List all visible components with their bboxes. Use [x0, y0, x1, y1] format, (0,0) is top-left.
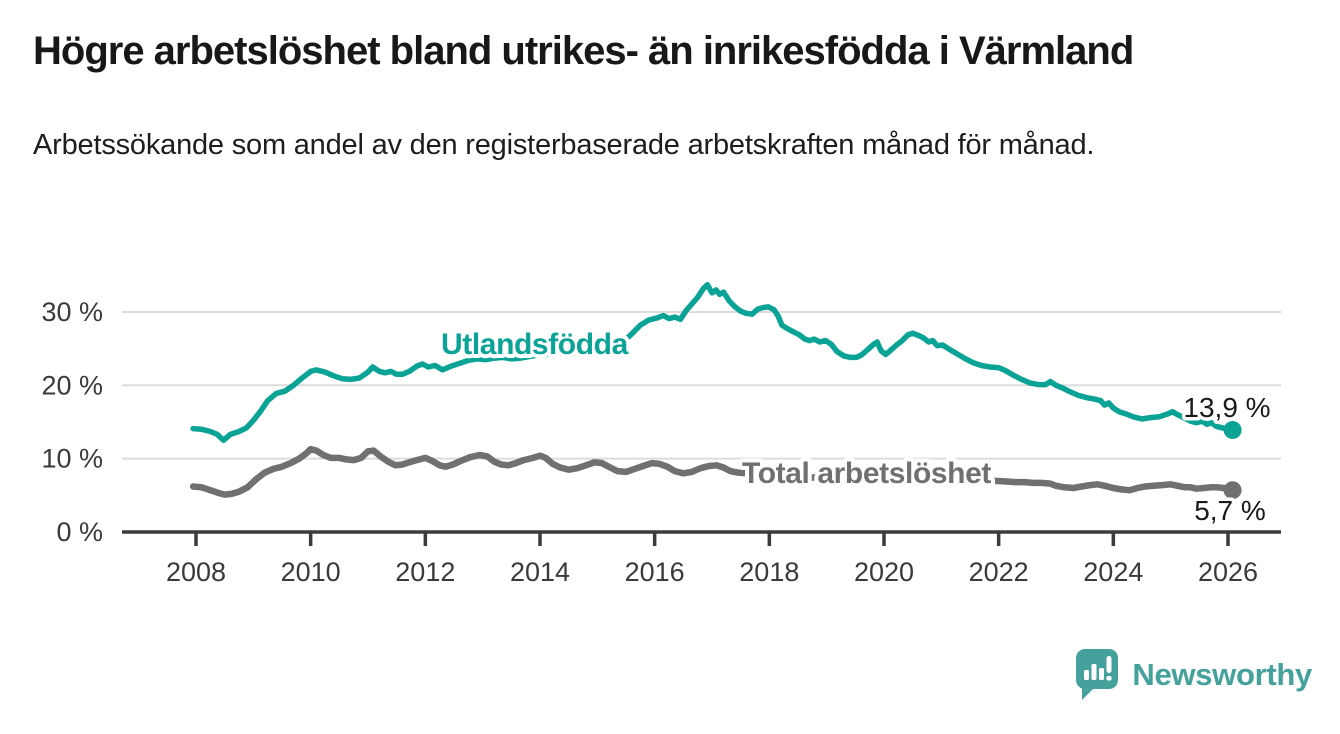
exclamation-dot — [1106, 676, 1112, 681]
chart-area: 0 % 10 % 20 % 30 % 2008 2010 2012 2014 2016 2018… — [0, 240, 1340, 640]
speech-bubble-tail — [1082, 684, 1097, 700]
x-tick-label-2022: 2022 — [969, 557, 1029, 587]
newsworthy-attribution: Newsworthy — [1075, 649, 1312, 700]
series-line-total — [189, 445, 1236, 498]
series-label-total: Total arbetslöshet — [742, 457, 991, 490]
end-value-label-total: 5,7 % — [1194, 495, 1266, 526]
newsworthy-logo-icon — [1076, 649, 1119, 700]
gridlines-group: 0 % 10 % 20 % 30 % — [41, 297, 1281, 547]
x-tick-label-2026: 2026 — [1198, 557, 1258, 587]
x-tick-label-2008: 2008 — [166, 557, 226, 587]
page-title: Högre arbetslöshet bland utrikes- än inr… — [33, 29, 1134, 73]
series-label-utlandsfodda: Utlandsfödda — [441, 328, 629, 361]
series-line-utlandsfodda — [190, 282, 1236, 444]
end-value-label-utlandsfodda: 13,9 % — [1183, 392, 1270, 423]
y-tick-label-0: 0 % — [56, 517, 103, 547]
x-tick-label-2018: 2018 — [739, 557, 799, 587]
x-tick-label-2012: 2012 — [395, 557, 455, 587]
brand-name: Newsworthy — [1132, 657, 1312, 692]
labels-group: Utlandsfödda 13,9 % Total arbetslöshet 5,7 … — [437, 324, 1274, 530]
y-tick-label-30: 30 % — [41, 297, 103, 327]
x-tick-label-2016: 2016 — [625, 557, 685, 587]
unemployment-line-chart: 0 % 10 % 20 % 30 % 2008 2010 2012 2014 2016 2018… — [41, 282, 1281, 587]
x-tick-label-2020: 2020 — [854, 557, 914, 587]
x-tick-label-2010: 2010 — [281, 557, 341, 587]
series-end-dot-total — [1223, 481, 1242, 500]
x-tick-label-2014: 2014 — [510, 557, 570, 587]
bar-chart-icon — [1084, 656, 1112, 681]
chart-subtitle: Arbetssökande som andel av den registerb… — [33, 129, 1095, 161]
y-tick-label-10: 10 % — [41, 444, 103, 474]
series-end-dot-utlandsfodda — [1223, 421, 1242, 440]
x-tick-label-2024: 2024 — [1083, 557, 1143, 587]
exclamation-stem — [1106, 656, 1112, 673]
axis-group: 2008 2010 2012 2014 2016 2018 2020 2022 2024 2026 — [122, 530, 1281, 587]
y-tick-label-20: 20 % — [41, 370, 103, 400]
series-group — [189, 282, 1242, 500]
